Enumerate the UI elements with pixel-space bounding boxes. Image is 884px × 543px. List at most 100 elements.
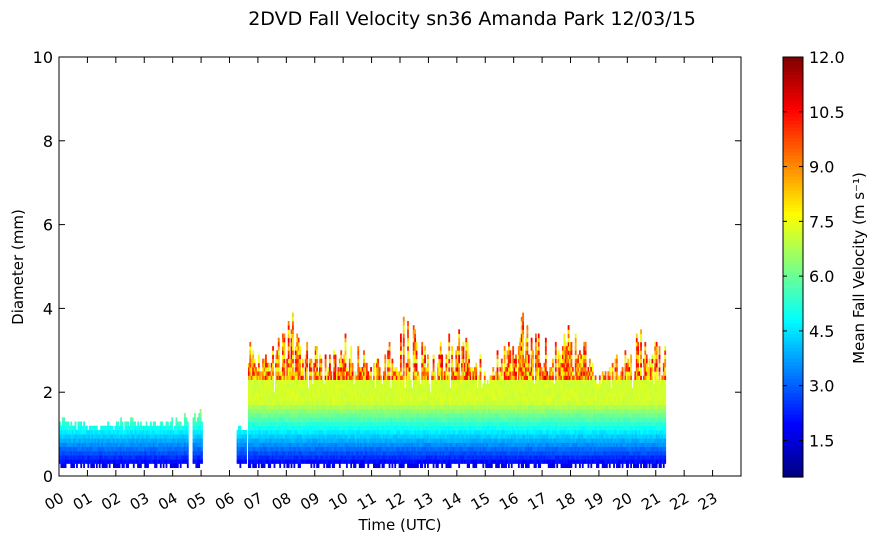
heatmap-cell xyxy=(353,434,355,439)
heatmap-cell xyxy=(405,442,408,448)
heatmap-cell xyxy=(255,425,257,431)
heatmap-cell xyxy=(132,459,135,464)
heatmap-cell xyxy=(176,425,179,431)
heatmap-cell xyxy=(87,446,90,452)
heatmap-cell xyxy=(279,438,282,443)
heatmap-cell xyxy=(461,383,463,389)
heatmap-cell xyxy=(314,434,317,439)
heatmap-cell xyxy=(438,450,441,456)
heatmap-cell xyxy=(371,388,374,393)
heatmap-cell xyxy=(353,400,355,406)
heatmap-cell xyxy=(407,442,409,448)
heatmap-cell xyxy=(256,413,259,418)
heatmap-cell xyxy=(260,400,263,406)
heatmap-cell xyxy=(421,400,424,406)
heatmap-cell xyxy=(343,383,345,389)
heatmap-cell xyxy=(270,455,273,460)
heatmap-cell xyxy=(421,463,424,469)
heatmap-cell xyxy=(252,400,255,406)
heatmap-cell xyxy=(327,459,330,464)
heatmap-cell xyxy=(367,400,370,406)
heatmap-cell xyxy=(377,400,380,406)
heatmap-cell xyxy=(442,400,445,406)
heatmap-cell xyxy=(333,434,336,439)
heatmap-cell xyxy=(112,442,115,448)
heatmap-cell xyxy=(392,413,395,418)
heatmap-cell xyxy=(287,325,290,330)
heatmap-cell xyxy=(304,383,307,389)
heatmap-cell xyxy=(355,400,358,406)
heatmap-cell xyxy=(66,450,68,456)
heatmap-cell xyxy=(280,450,283,456)
heatmap-cell xyxy=(388,421,391,427)
heatmap-cell xyxy=(438,375,441,381)
heatmap-cell xyxy=(314,459,317,464)
heatmap-cell xyxy=(409,396,412,401)
heatmap-cell xyxy=(338,413,341,418)
heatmap-cell xyxy=(256,455,259,460)
heatmap-cell xyxy=(145,450,148,456)
heatmap-cell xyxy=(250,379,253,385)
heatmap-cell xyxy=(310,442,313,448)
heatmap-cell xyxy=(421,362,424,368)
heatmap-cell xyxy=(432,367,435,372)
heatmap-cell xyxy=(121,438,124,443)
heatmap-cell xyxy=(284,408,287,414)
heatmap-cell xyxy=(404,417,407,422)
heatmap-cell xyxy=(451,388,453,393)
heatmap-cell xyxy=(284,438,287,443)
heatmap-cell xyxy=(144,438,147,443)
heatmap-cell xyxy=(138,450,141,456)
heatmap-cell xyxy=(425,367,428,372)
heatmap-cell xyxy=(455,400,458,406)
heatmap-cell xyxy=(330,438,333,443)
heatmap-cell xyxy=(374,388,377,393)
heatmap-cell xyxy=(279,417,282,422)
heatmap-cell xyxy=(401,442,404,448)
heatmap-cell xyxy=(455,396,458,401)
heatmap-cell xyxy=(283,346,286,351)
heatmap-cell xyxy=(368,396,371,401)
heatmap-cell xyxy=(408,417,411,422)
heatmap-cell xyxy=(395,434,398,439)
heatmap-cell xyxy=(456,413,459,418)
heatmap-cell xyxy=(417,417,419,422)
heatmap-cell xyxy=(282,341,284,347)
heatmap-cell xyxy=(300,388,303,393)
heatmap-cell xyxy=(125,455,128,460)
heatmap-cell xyxy=(257,442,260,448)
heatmap-cell xyxy=(334,388,337,393)
heatmap-cell xyxy=(346,421,348,427)
heatmap-cell xyxy=(303,392,306,397)
heatmap-cell xyxy=(263,408,266,414)
heatmap-cell xyxy=(185,421,188,427)
heatmap-cell xyxy=(384,404,387,410)
heatmap-cell xyxy=(468,455,471,460)
heatmap-cell xyxy=(363,367,365,372)
heatmap-cell xyxy=(334,429,337,435)
heatmap-cell xyxy=(313,417,316,422)
heatmap-cell xyxy=(256,442,259,448)
heatmap-cell xyxy=(117,434,120,439)
heatmap-cell xyxy=(120,446,122,452)
heatmap-cell xyxy=(381,396,384,401)
heatmap-cell xyxy=(425,375,428,381)
heatmap-cell xyxy=(276,450,279,456)
heatmap-cell xyxy=(168,455,171,460)
heatmap-cell xyxy=(398,446,401,452)
heatmap-cell xyxy=(412,337,415,343)
heatmap-cell xyxy=(196,421,199,427)
heatmap-cell xyxy=(424,392,426,397)
heatmap-cell xyxy=(421,383,424,389)
heatmap-cell xyxy=(76,446,78,452)
heatmap-cell xyxy=(407,379,409,385)
heatmap-cell xyxy=(328,446,331,452)
heatmap-cell xyxy=(310,388,313,393)
heatmap-cell xyxy=(103,434,105,439)
heatmap-cell xyxy=(108,425,111,431)
heatmap-cell xyxy=(456,346,459,351)
heatmap-cell xyxy=(287,320,290,326)
heatmap-cell xyxy=(343,442,345,448)
heatmap-cell xyxy=(287,333,290,339)
heatmap-cell xyxy=(331,383,334,389)
